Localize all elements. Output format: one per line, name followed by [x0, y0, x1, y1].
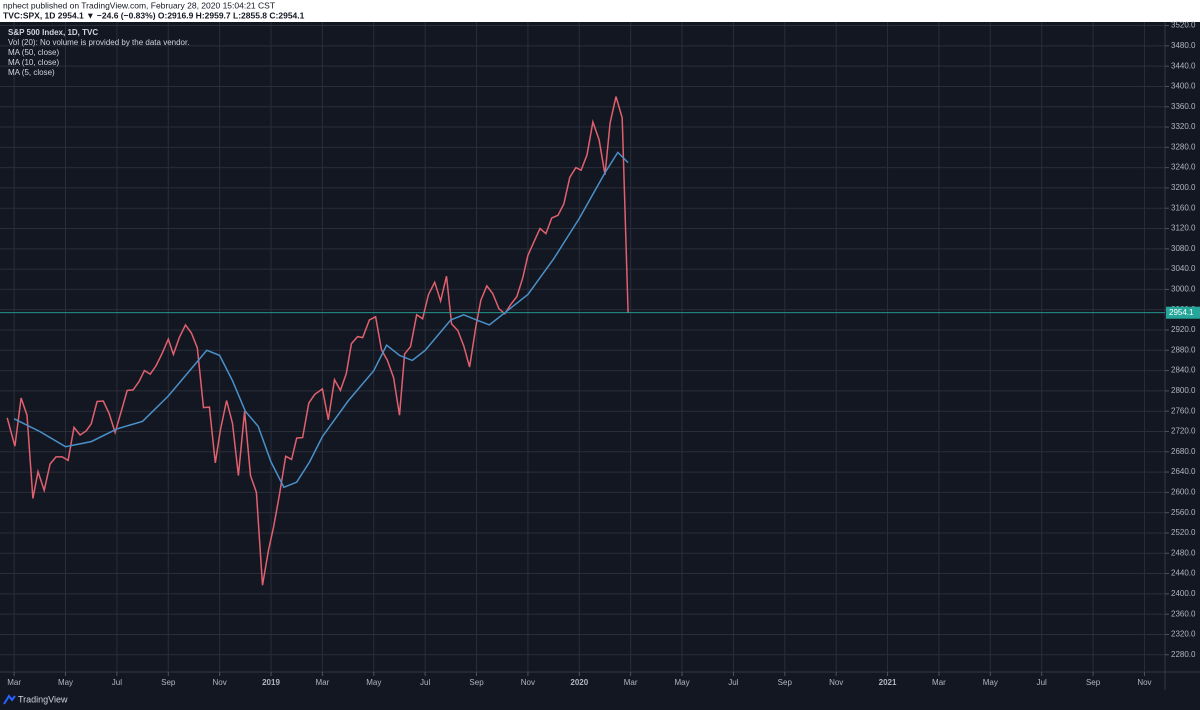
x-tick-label: Jul	[728, 678, 738, 687]
x-tick-label: Sep	[469, 678, 484, 687]
y-tick-label: 3160.0	[1171, 203, 1196, 212]
logo	[3, 694, 16, 705]
x-tick-label: 2021	[879, 678, 897, 687]
x-tick-label: Sep	[1086, 678, 1101, 687]
quote: TVC:SPX, 1D 2954.1 ▼ −24.6 (−0.83%) O:29…	[3, 10, 305, 20]
y-tick-label: 2840.0	[1171, 366, 1196, 375]
y-tick-label: 2760.0	[1171, 406, 1196, 415]
x-tick-label: May	[58, 678, 73, 687]
grid	[0, 22, 1165, 672]
y-tick-label: 3400.0	[1171, 82, 1196, 91]
header-bar	[0, 0, 1200, 22]
y-tick-label: 2320.0	[1171, 630, 1196, 639]
y-tick-label: 3080.0	[1171, 244, 1196, 253]
y-tick-label: 3520.0	[1171, 21, 1196, 30]
x-tick-label: Sep	[161, 678, 176, 687]
chart-area	[0, 22, 1200, 690]
y-tick-label: 2440.0	[1171, 569, 1196, 578]
x-tick-label: May	[674, 678, 689, 687]
last-price-label: 2954.1	[1169, 308, 1194, 317]
y-tick-label: 2800.0	[1171, 386, 1196, 395]
y-tick-label: 2600.0	[1171, 487, 1196, 496]
y-tick-label: 3040.0	[1171, 264, 1196, 273]
y-tick-label: 3480.0	[1171, 41, 1196, 50]
footer-bar	[0, 690, 1200, 710]
x-tick-label: Nov	[213, 678, 227, 687]
y-tick-label: 2480.0	[1171, 548, 1196, 557]
x-tick-label: Mar	[316, 678, 330, 687]
y-tick-label: 2520.0	[1171, 528, 1196, 537]
x-tick-label: Jul	[1037, 678, 1047, 687]
legend-line: S&P 500 Index, 1D, TVC	[8, 28, 98, 37]
publisher: nphect published on TradingView.com, Feb…	[3, 0, 275, 10]
y-tick-label: 2360.0	[1171, 609, 1196, 618]
y-tick-label: 3280.0	[1171, 142, 1196, 151]
y-tick-label: 3240.0	[1171, 163, 1196, 172]
y-tick-label: 3440.0	[1171, 61, 1196, 70]
x-tick-label: Nov	[829, 678, 843, 687]
price-line	[6, 96, 629, 586]
y-tick-label: 2920.0	[1171, 325, 1196, 334]
x-tick-label: Mar	[624, 678, 638, 687]
x-tick-label: Mar	[932, 678, 946, 687]
y-tick-label: 3320.0	[1171, 122, 1196, 131]
y-tick-label: 2880.0	[1171, 345, 1196, 354]
y-tick-label: 2720.0	[1171, 427, 1196, 436]
x-tick-label: May	[366, 678, 381, 687]
x-tick-label: Jul	[112, 678, 122, 687]
legend-line: MA (10, close)	[8, 58, 59, 67]
y-tick-label: 3200.0	[1171, 183, 1196, 192]
y-tick-label: 2680.0	[1171, 447, 1196, 456]
legend-line: Vol (20): No volume is provided by the d…	[8, 38, 189, 47]
price-line	[13, 151, 629, 489]
x-tick-label: May	[983, 678, 998, 687]
footer-brand: TradingView	[18, 694, 68, 704]
legend-line: MA (5, close)	[8, 68, 55, 77]
x-tick-label: 2020	[570, 678, 588, 687]
x-tick-label: Nov	[1137, 678, 1151, 687]
x-tick-label: 2019	[262, 678, 280, 687]
x-tick-label: Sep	[778, 678, 793, 687]
last-price-box	[1166, 306, 1200, 319]
x-tick-label: Mar	[7, 678, 21, 687]
y-tick-label: 2280.0	[1171, 650, 1196, 659]
legend-line: MA (50, close)	[8, 48, 59, 57]
y-tick-label: 3360.0	[1171, 102, 1196, 111]
y-tick-label: 3000.0	[1171, 285, 1196, 294]
y-tick-label: 2640.0	[1171, 467, 1196, 476]
x-tick-label: Jul	[420, 678, 430, 687]
x-tick-label: Nov	[521, 678, 535, 687]
y-tick-label: 3120.0	[1171, 224, 1196, 233]
y-tick-label: 2560.0	[1171, 508, 1196, 517]
y-tick-label: 2400.0	[1171, 589, 1196, 598]
